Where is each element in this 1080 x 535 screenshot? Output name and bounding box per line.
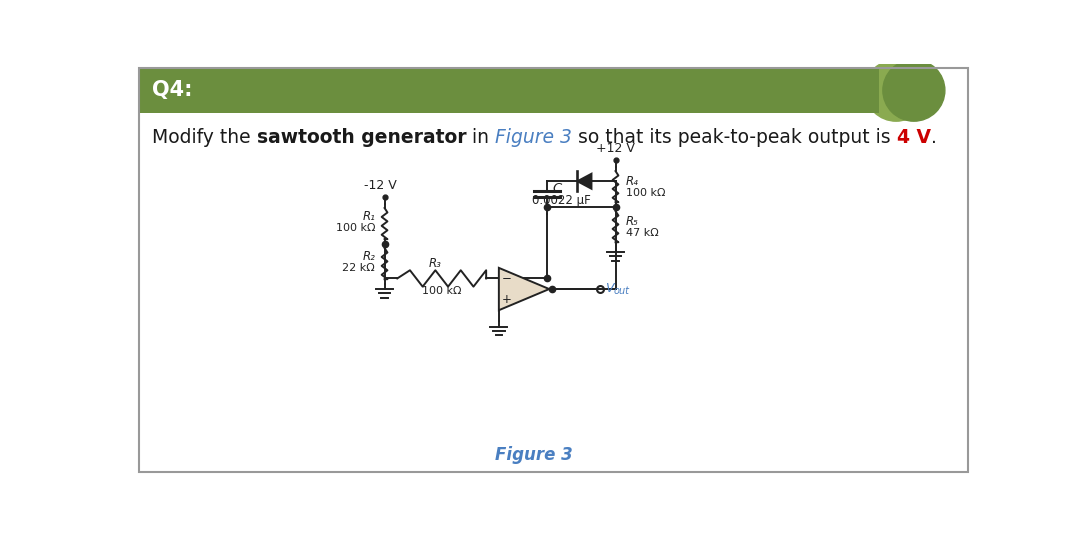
Text: +: + [502, 293, 512, 306]
Text: in: in [467, 128, 496, 147]
Text: sawtooth generator: sawtooth generator [257, 128, 467, 147]
Text: 100 kΩ: 100 kΩ [422, 286, 461, 296]
Text: Figure 3: Figure 3 [496, 446, 573, 464]
Text: 0.0022 μF: 0.0022 μF [531, 194, 591, 208]
Text: Figure 3: Figure 3 [496, 128, 572, 147]
FancyBboxPatch shape [139, 68, 879, 113]
Polygon shape [499, 268, 550, 310]
Text: +12 V: +12 V [596, 142, 635, 155]
Text: 100 kΩ: 100 kΩ [336, 224, 375, 233]
Text: 4 V: 4 V [896, 128, 931, 147]
Text: 47 kΩ: 47 kΩ [625, 228, 659, 238]
Text: R₂: R₂ [363, 250, 375, 263]
Circle shape [882, 59, 945, 121]
Text: Modify the: Modify the [152, 128, 257, 147]
Text: R₄: R₄ [625, 175, 638, 188]
Text: V: V [605, 282, 613, 295]
Text: 22 kΩ: 22 kΩ [342, 263, 375, 273]
Text: out: out [613, 286, 630, 296]
Text: R₃: R₃ [429, 257, 442, 270]
Polygon shape [578, 174, 592, 189]
Text: R₅: R₅ [625, 216, 638, 228]
Text: so that its peak-to-peak output is: so that its peak-to-peak output is [572, 128, 896, 147]
Text: R₁: R₁ [363, 210, 375, 223]
Text: Q4:: Q4: [152, 80, 192, 101]
Text: .: . [931, 128, 936, 147]
Text: 100 kΩ: 100 kΩ [625, 188, 665, 197]
Circle shape [865, 59, 927, 121]
Text: -12 V: -12 V [364, 179, 397, 192]
Text: C: C [552, 182, 562, 195]
Text: −: − [502, 272, 512, 285]
